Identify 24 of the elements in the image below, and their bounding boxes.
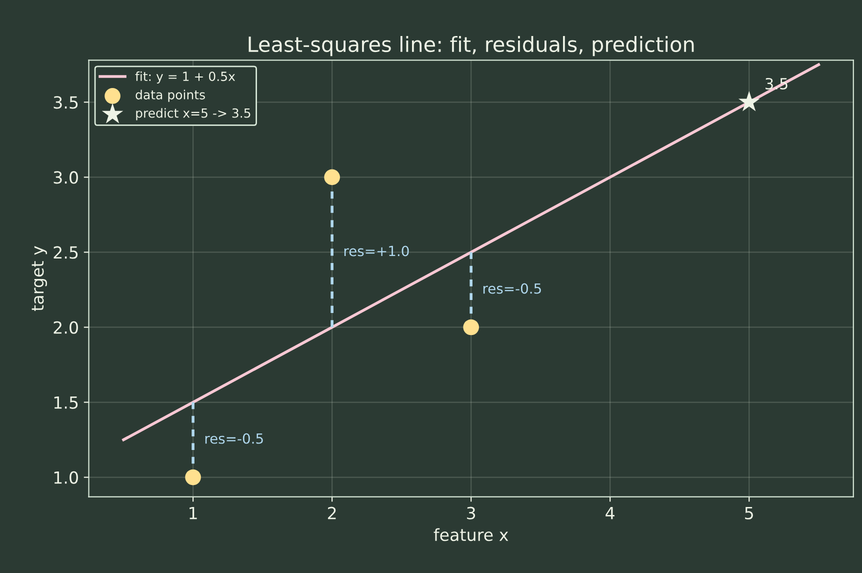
point bbox=[463, 319, 479, 336]
y-tick-label: 3.0 bbox=[54, 171, 78, 184]
y-tick-label: 2.5 bbox=[54, 246, 78, 259]
y-tick-label: 2.0 bbox=[54, 321, 78, 334]
legend-label: predict x=5 -> 3.5 bbox=[136, 108, 250, 120]
point bbox=[185, 469, 201, 486]
point bbox=[738, 90, 760, 112]
chart-title: Least-squares line: fit, residuals, prediction bbox=[248, 36, 694, 56]
annotation: res=-0.5 bbox=[483, 283, 541, 294]
y-axis-title: target y bbox=[32, 246, 48, 311]
x-tick-label: 5 bbox=[745, 507, 753, 520]
y-tick-label: 1.0 bbox=[54, 471, 78, 484]
x-axis-title: feature x bbox=[434, 528, 508, 542]
y-tick-label: 1.5 bbox=[54, 396, 78, 409]
point bbox=[324, 169, 340, 186]
annotation: res=-0.5 bbox=[205, 433, 263, 444]
legend-label: data points bbox=[136, 90, 205, 102]
legend-label: fit: y = 1 + 0.5x bbox=[135, 71, 236, 84]
x-tick-label: 4 bbox=[606, 507, 614, 520]
x-tick-label: 2 bbox=[328, 506, 336, 520]
annotation: res=+1.0 bbox=[344, 246, 409, 256]
y-tick-label: 3.5 bbox=[54, 96, 78, 109]
x-tick-label: 3 bbox=[467, 506, 476, 520]
x-tick-label: 1 bbox=[190, 507, 197, 520]
